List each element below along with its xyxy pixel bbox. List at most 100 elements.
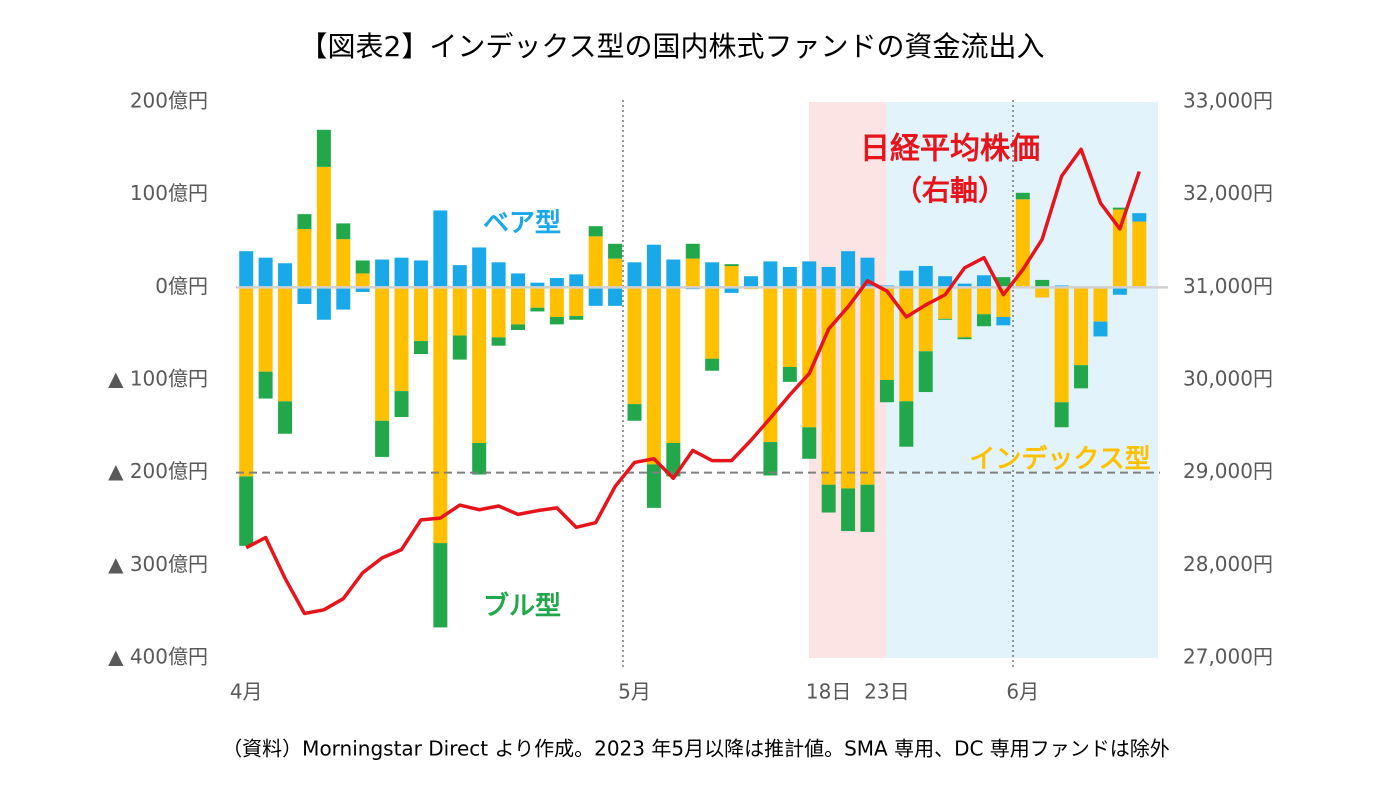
- bar: [239, 287, 254, 477]
- bar: [278, 263, 293, 288]
- bar: [316, 287, 331, 320]
- bar: [918, 351, 933, 393]
- bar: [1112, 287, 1127, 295]
- bar: [375, 287, 390, 421]
- bar: [413, 260, 428, 288]
- bar: [705, 287, 720, 359]
- bar: [588, 226, 603, 237]
- bar: [433, 543, 448, 628]
- bar: [1093, 321, 1108, 337]
- bar: [472, 287, 487, 444]
- bar: [860, 287, 875, 485]
- bar: [802, 261, 817, 288]
- y-tick-label: ▲ 400億円: [108, 645, 208, 669]
- y2-tick-label: 32,000円: [1183, 181, 1273, 205]
- bar: [452, 335, 467, 360]
- bar: [375, 259, 390, 288]
- bar: [278, 287, 293, 402]
- bar: [976, 314, 991, 327]
- y-tick-label: 0億円: [155, 274, 208, 298]
- bar: [938, 318, 953, 320]
- line: [245, 147, 1141, 616]
- y2-tick-label: 33,000円: [1183, 89, 1273, 113]
- bar: [957, 337, 972, 340]
- bar: [627, 262, 642, 288]
- bar: [394, 257, 409, 288]
- bar: [569, 287, 584, 317]
- bar: [899, 401, 914, 447]
- bar: [724, 264, 739, 267]
- source-note: （資料）Morningstar Direct より作成。2023 年5月以降は推…: [222, 737, 1170, 761]
- bar: [491, 337, 506, 346]
- bar: [1093, 287, 1108, 322]
- bar: [530, 282, 545, 288]
- bar: [705, 358, 720, 371]
- bar: [705, 262, 720, 288]
- bar: [996, 287, 1011, 317]
- bar: [258, 287, 273, 372]
- bar: [452, 287, 467, 336]
- bar: [530, 287, 545, 308]
- series-label: インデックス型: [969, 444, 1150, 475]
- bar: [841, 287, 856, 489]
- bar: [1035, 287, 1050, 298]
- bar: [549, 287, 564, 317]
- bar: [918, 287, 933, 352]
- bar: [879, 380, 894, 403]
- bar: [976, 275, 991, 288]
- bar: [666, 259, 681, 288]
- y2-tick-label: 30,000円: [1183, 367, 1273, 391]
- bar: [511, 287, 526, 325]
- bar: [666, 287, 681, 444]
- bar: [685, 243, 700, 259]
- bar: [1112, 209, 1127, 288]
- bar: [472, 443, 487, 475]
- bar: [530, 307, 545, 312]
- bar: [413, 287, 428, 342]
- bar: [1132, 221, 1147, 288]
- x-tick-label: 6月: [1006, 680, 1039, 704]
- bar: [297, 287, 312, 305]
- bar: [627, 287, 642, 405]
- bar: [511, 324, 526, 330]
- bar: [763, 287, 778, 443]
- y-tick-label: ▲ 100億円: [108, 367, 208, 391]
- annotation: （右軸）: [894, 174, 1006, 207]
- bar: [375, 420, 390, 457]
- x-tick-label: 4月: [230, 680, 263, 704]
- bar: [355, 287, 370, 292]
- bar: [860, 484, 875, 532]
- bar: [918, 266, 933, 288]
- series-label: ベア型: [483, 209, 561, 239]
- bar: [782, 287, 797, 368]
- bar: [821, 484, 836, 513]
- bar: [821, 266, 836, 288]
- bar: [666, 443, 681, 477]
- bar: [258, 371, 273, 399]
- bar: [1054, 402, 1069, 428]
- series-label: 日経平均株価: [860, 132, 1040, 167]
- y-tick-label: ▲ 300億円: [108, 552, 208, 576]
- bar: [239, 251, 254, 288]
- chart-title: 【図表2】インデックス型の国内株式ファンドの資金流出入: [300, 30, 1045, 63]
- bar: [841, 251, 856, 288]
- bar: [297, 228, 312, 288]
- bar: [472, 247, 487, 288]
- x-tick-label: 5月: [618, 680, 651, 704]
- bar: [433, 287, 448, 544]
- bar: [879, 287, 894, 380]
- bar: [860, 257, 875, 288]
- bar: [646, 287, 661, 465]
- bar: [996, 277, 1011, 288]
- bar: [763, 442, 778, 476]
- bar: [724, 266, 739, 288]
- x-tick-label: 18日: [806, 680, 851, 704]
- bar: [685, 258, 700, 288]
- bar: [336, 223, 351, 240]
- bar: [569, 316, 584, 320]
- plot: 200億円 100億円 0億円 ▲ 100億円 ▲ 200億円 ▲ 300億円 ▲ 400億…: [108, 89, 1273, 704]
- bar: [782, 367, 797, 382]
- bar: [608, 287, 623, 306]
- y-tick-label: ▲ 200億円: [108, 459, 208, 483]
